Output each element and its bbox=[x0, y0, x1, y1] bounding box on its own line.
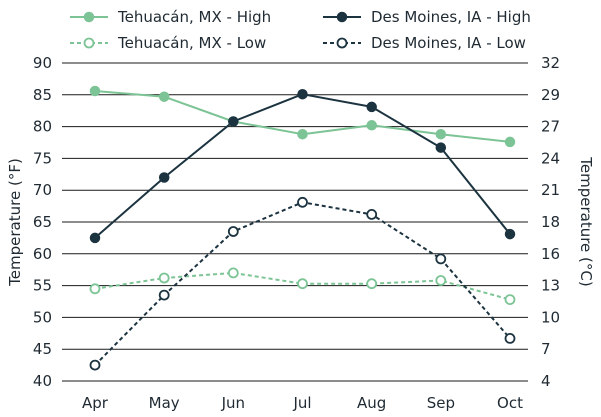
data-point bbox=[366, 120, 377, 131]
y2-tick-label: 10 bbox=[541, 308, 560, 326]
x-axis-ticks: Apr May Jun Jul Aug Sep Oct bbox=[82, 394, 523, 412]
data-point bbox=[158, 289, 170, 301]
y2-tick-label: 21 bbox=[541, 181, 560, 199]
y-tick-label: 85 bbox=[33, 86, 52, 104]
legend-item-des-moines-low: Des Moines, IA - Low bbox=[323, 34, 526, 52]
data-point bbox=[435, 142, 447, 153]
x-tick-label: Oct bbox=[497, 394, 523, 412]
y-tick-label: 40 bbox=[33, 372, 52, 390]
y2-tick-label: 24 bbox=[541, 149, 560, 167]
data-point bbox=[435, 128, 447, 140]
y-tick-label: 80 bbox=[33, 118, 52, 136]
y2-tick-label: 16 bbox=[541, 245, 560, 263]
y-tick-label: 50 bbox=[33, 308, 52, 326]
y-tick-label: 90 bbox=[33, 54, 52, 72]
series-3 bbox=[89, 196, 516, 371]
legend-item-tehuacan-low: Tehuacán, MX - Low bbox=[70, 34, 266, 52]
y-tick-label: 55 bbox=[33, 277, 52, 295]
legend-item-tehuacan-high: Tehuacán, MX - High bbox=[70, 8, 271, 26]
y2-tick-label: 7 bbox=[541, 340, 551, 358]
data-point bbox=[227, 267, 239, 279]
legend-label: Tehuacán, MX - High bbox=[117, 8, 271, 26]
y2-tick-label: 13 bbox=[541, 277, 560, 295]
legend-label: Des Moines, IA - Low bbox=[371, 34, 526, 52]
data-point bbox=[89, 232, 101, 244]
legend: Tehuacán, MX - High Tehuacán, MX - Low D… bbox=[70, 8, 531, 52]
data-point bbox=[89, 359, 101, 371]
series-1 bbox=[89, 267, 516, 306]
data-point bbox=[228, 116, 239, 127]
right-axis-title: Temperature (°C) bbox=[577, 156, 595, 286]
data-point bbox=[297, 128, 308, 140]
x-tick-label: Apr bbox=[82, 394, 109, 412]
y-tick-label: 70 bbox=[33, 181, 52, 199]
x-tick-label: Jun bbox=[221, 394, 245, 412]
y-tick-label: 45 bbox=[33, 340, 52, 358]
legend-label: Des Moines, IA - High bbox=[371, 8, 531, 26]
data-point bbox=[297, 278, 308, 290]
right-axis-ticks: 32 29 27 24 21 18 16 13 10 7 4 bbox=[541, 54, 560, 390]
data-point bbox=[158, 272, 170, 284]
x-tick-label: Jul bbox=[292, 394, 311, 412]
x-tick-label: Sep bbox=[427, 394, 455, 412]
x-tick-label: Aug bbox=[357, 394, 386, 412]
data-point bbox=[504, 136, 516, 148]
legend-label: Tehuacán, MX - Low bbox=[117, 34, 266, 52]
data-point bbox=[435, 253, 447, 265]
y-tick-label: 75 bbox=[33, 149, 52, 167]
y2-tick-label: 18 bbox=[541, 213, 560, 231]
data-point bbox=[158, 91, 170, 102]
data-point bbox=[504, 332, 516, 344]
left-axis-title: Temperature (°F) bbox=[6, 158, 24, 287]
series-line bbox=[94, 93, 511, 239]
y2-tick-label: 27 bbox=[541, 118, 560, 136]
x-tick-label: May bbox=[149, 394, 180, 412]
y2-tick-label: 4 bbox=[541, 372, 551, 390]
y-tick-label: 65 bbox=[33, 213, 52, 231]
data-point bbox=[297, 88, 308, 100]
left-axis-ticks: 90 85 80 75 70 65 60 55 50 45 40 bbox=[33, 54, 52, 390]
series-2 bbox=[89, 88, 516, 244]
data-point bbox=[158, 172, 170, 183]
y-tick-label: 60 bbox=[33, 245, 52, 263]
data-point bbox=[89, 85, 101, 97]
series-layer bbox=[89, 85, 516, 371]
data-point bbox=[227, 226, 239, 237]
data-point bbox=[435, 275, 447, 286]
legend-item-des-moines-high: Des Moines, IA - High bbox=[323, 8, 531, 26]
data-point bbox=[89, 283, 101, 295]
data-point bbox=[504, 294, 516, 306]
gridlines bbox=[62, 62, 528, 382]
data-point bbox=[366, 278, 378, 290]
data-point bbox=[366, 208, 378, 220]
data-point bbox=[504, 228, 516, 240]
data-point bbox=[297, 196, 308, 208]
data-point bbox=[366, 101, 377, 113]
y2-tick-label: 29 bbox=[541, 86, 560, 104]
y2-tick-label: 32 bbox=[541, 54, 560, 72]
